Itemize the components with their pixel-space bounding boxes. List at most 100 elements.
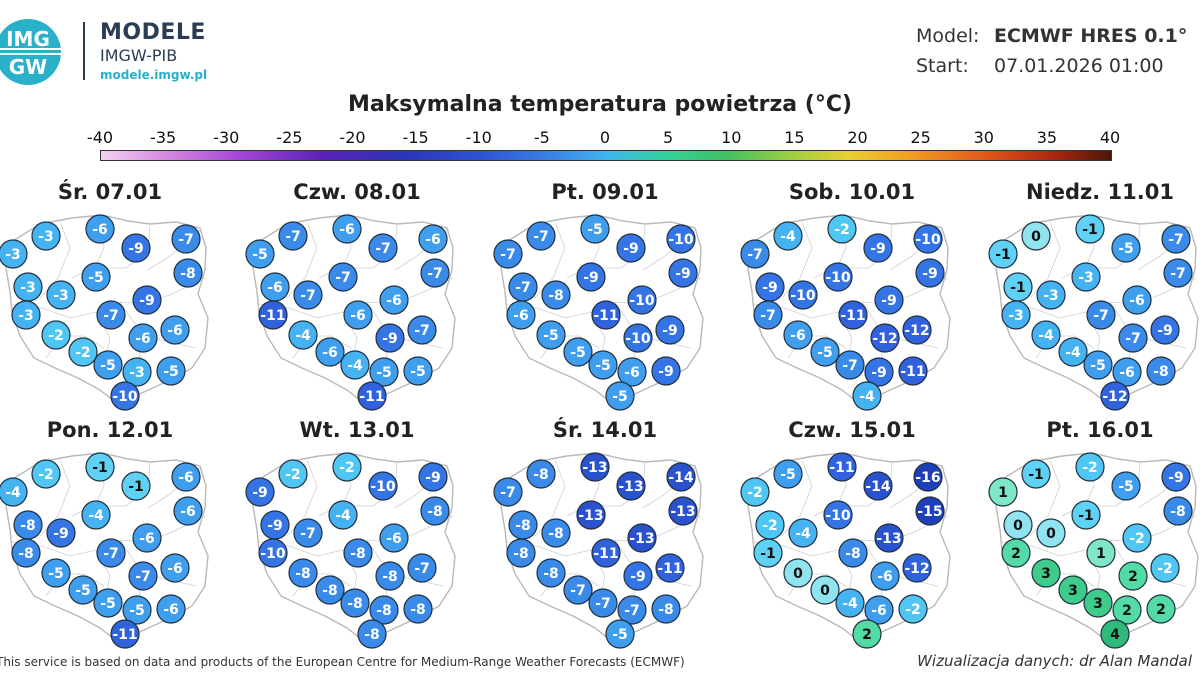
temperature-value: -2: [747, 485, 763, 501]
temperature-marker-circle: [128, 323, 158, 353]
temperature-marker-circle: [627, 285, 657, 315]
temperature-marker: 4: [1100, 619, 1130, 649]
temperature-marker-circle: [874, 523, 904, 553]
temperature-value: -2: [75, 345, 91, 361]
temperature-marker: -4: [1031, 320, 1061, 350]
temperature-marker: -9: [132, 285, 162, 315]
temperature-value: 0: [1046, 526, 1056, 542]
temperature-marker-circle: [1083, 588, 1113, 618]
temperature-marker: -9: [623, 561, 653, 591]
temperature-marker: -5: [93, 588, 123, 618]
scale-tick-label: -5: [533, 128, 550, 147]
temperature-marker: -10: [666, 224, 696, 254]
temperature-marker: -6: [1122, 285, 1152, 315]
temperature-marker: -6: [783, 320, 813, 350]
temperature-marker-circle: [1083, 350, 1113, 380]
temperature-marker-circle: [870, 323, 900, 353]
temperature-value: -10: [790, 288, 816, 304]
temperature-value: -9: [139, 293, 155, 309]
temperature-value: -8: [533, 467, 549, 483]
temperature-marker-circle: [852, 381, 882, 411]
temperature-marker: 1: [988, 477, 1018, 507]
temperature-value: -6: [1129, 293, 1145, 309]
temperature-marker: -8: [403, 594, 433, 624]
scale-tick-label: -25: [276, 128, 303, 147]
temperature-value: -10: [370, 479, 396, 495]
temperature-value: -8: [1170, 504, 1186, 520]
temperature-marker: -9: [1150, 315, 1180, 345]
temperature-marker: 2: [1001, 538, 1031, 568]
temperature-marker-circle: [46, 280, 76, 310]
temperature-marker-circle: [655, 553, 685, 583]
temperature-marker-circle: [379, 523, 409, 553]
temperature-value: -7: [760, 308, 776, 324]
temperature-marker: -6: [315, 337, 345, 367]
temperature-value: -6: [163, 602, 179, 618]
temperature-marker: -6: [156, 594, 186, 624]
temperature-marker: -5: [41, 558, 71, 588]
temperature-value: -4: [842, 596, 858, 612]
brand-url-link[interactable]: modele.imgw.pl: [100, 68, 208, 82]
temperature-value: -8: [364, 627, 380, 643]
temperature-marker-circle: [343, 300, 373, 330]
temperature-marker-circle: [536, 558, 566, 588]
temperature-value: -10: [629, 293, 655, 309]
temperature-marker: -2: [740, 477, 770, 507]
temperature-marker: -5: [81, 262, 111, 292]
temperature-value: -1: [760, 546, 776, 562]
temperature-value: 3: [1093, 596, 1103, 612]
temperature-marker-circle: [420, 258, 450, 288]
temperature-marker-circle: [823, 500, 853, 530]
temperature-value: -6: [425, 232, 441, 248]
temperature-marker: -6: [418, 224, 448, 254]
temperature-value: -1: [1028, 467, 1044, 483]
temperature-marker-circle: [11, 300, 41, 330]
temperature-marker: -4: [81, 500, 111, 530]
temperature-marker: -4: [835, 588, 865, 618]
temperature-marker-circle: [576, 500, 606, 530]
temperature-value: -7: [595, 596, 611, 612]
temperature-marker-circle: [96, 300, 126, 330]
temperature-value: -6: [322, 345, 338, 361]
temperature-value: 2: [1122, 603, 1132, 619]
temperature-value: -6: [139, 531, 155, 547]
temperature-marker-circle: [278, 221, 308, 251]
temperature-value: -9: [630, 569, 646, 585]
temperature-value: -6: [790, 328, 806, 344]
temperature-marker-circle: [580, 214, 610, 244]
temperature-marker: 1: [1086, 538, 1116, 568]
temperature-marker: 0: [1036, 518, 1066, 548]
temperature-value: -7: [1168, 232, 1184, 248]
temperature-marker-circle: [110, 619, 140, 649]
temperature-value: -5: [88, 270, 104, 286]
temperature-marker: -10: [627, 285, 657, 315]
temperature-value: -7: [500, 247, 516, 263]
temperature-value: -2: [285, 467, 301, 483]
temperature-marker: -6: [379, 523, 409, 553]
temperature-value: -16: [915, 470, 940, 486]
temperature-value: -6: [624, 365, 640, 381]
temperature-marker: -8: [541, 518, 571, 548]
temperature-marker: 2: [1146, 594, 1176, 624]
temperature-value: -11: [900, 364, 925, 380]
temperature-value: -11: [260, 308, 285, 324]
temperature-marker-circle: [913, 224, 943, 254]
temperature-marker: -11: [591, 538, 621, 568]
temperature-value: -1: [128, 479, 144, 495]
temperature-marker-circle: [1071, 500, 1101, 530]
temperature-marker: -2: [332, 452, 362, 482]
temperature-value: -5: [1118, 479, 1134, 495]
temperature-marker-circle: [788, 518, 818, 548]
temperature-marker: -4: [340, 350, 370, 380]
temperature-marker: -9: [668, 258, 698, 288]
temperature-marker: -8: [357, 619, 387, 649]
temperature-value: -7: [515, 280, 531, 296]
temperature-marker-circle: [835, 588, 865, 618]
temperature-marker: -12: [1100, 381, 1130, 411]
temperature-value: -9: [382, 331, 398, 347]
day-title: Pon. 12.01: [46, 418, 174, 442]
temperature-marker: 3: [1083, 588, 1113, 618]
color-scale-bar: [100, 150, 1112, 161]
temperature-value: -13: [629, 531, 654, 547]
temperature-marker: -9: [418, 462, 448, 492]
